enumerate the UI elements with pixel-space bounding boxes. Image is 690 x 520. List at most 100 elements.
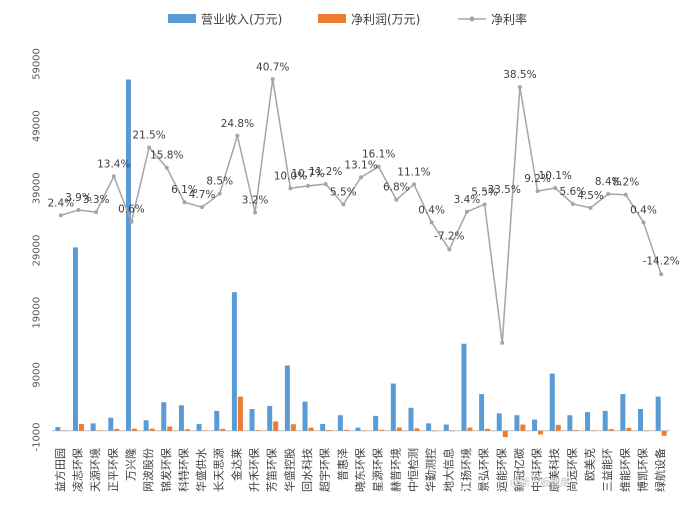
profit-bar: [343, 429, 349, 431]
category-label: 运能环保: [494, 448, 508, 492]
y-tick-label: -1000: [32, 422, 43, 451]
profit-bar: [644, 430, 650, 432]
category-label: 欧美克: [584, 448, 597, 481]
category-label: 江扬环境: [459, 448, 473, 492]
series-revenue-bars: [55, 79, 661, 431]
legend-swatch: [168, 14, 196, 23]
legend-item: 净利率: [458, 12, 527, 27]
profit-bar: [78, 423, 84, 431]
margin-point: [447, 247, 452, 252]
margin-data-label: 2.4%: [47, 197, 74, 209]
legend-swatch: [318, 14, 346, 23]
profit-bar: [149, 428, 155, 431]
revenue-bar: [337, 415, 343, 431]
margin-data-label: 5.6%: [560, 186, 587, 198]
category-label: 华盛控股: [282, 448, 296, 492]
data-labels: 2.4%3.9%3.3%13.4%0.6%21.5%15.8%6.1%4.7%8…: [47, 61, 679, 267]
profit-bar: [61, 430, 67, 432]
legend-marker: [469, 16, 475, 22]
revenue-bar: [479, 394, 485, 431]
margin-data-label: 8.5%: [206, 176, 233, 188]
profit-bar: [396, 427, 402, 431]
y-tick-label: 9000: [32, 362, 43, 387]
margin-point: [270, 77, 275, 82]
profit-bar: [361, 430, 367, 432]
series-margin-line: [58, 77, 664, 345]
profit-bar: [432, 430, 438, 432]
profit-bar: [608, 429, 614, 431]
revenue-bar: [390, 383, 396, 431]
profit-bar: [184, 429, 190, 431]
revenue-bar: [231, 292, 237, 431]
legend-label: 营业收入(万元): [201, 13, 282, 27]
margin-line: [60, 79, 662, 343]
category-label: 升禾环保: [247, 448, 261, 492]
profit-bar: [573, 430, 579, 431]
profit-bar: [96, 430, 102, 431]
revenue-bar: [408, 407, 414, 431]
revenue-bar: [284, 365, 290, 431]
category-label: 尚远环保: [565, 448, 579, 492]
margin-point: [517, 85, 522, 90]
category-label: 凌志环保: [70, 448, 84, 492]
margin-point: [76, 208, 81, 213]
revenue-bar: [249, 409, 255, 431]
y-tick-label: 39000: [32, 172, 43, 204]
margin-data-label: 38.5%: [503, 69, 536, 81]
category-label: 三益能环: [600, 448, 614, 492]
profit-bar: [485, 428, 491, 431]
category-label: 康美科技: [547, 448, 561, 492]
margin-data-label: 11.2%: [309, 166, 342, 178]
margin-point: [641, 220, 646, 225]
category-label: 网波股份: [142, 448, 155, 492]
margin-data-label: 4.7%: [189, 189, 216, 201]
margin-point: [341, 202, 346, 207]
revenue-bar: [55, 427, 61, 431]
category-label: 地大信息: [441, 448, 455, 492]
profit-bar: [255, 430, 261, 431]
margin-point: [482, 202, 487, 207]
category-label: 新冠亿碳: [512, 448, 526, 492]
category-label: 华勤测控: [424, 448, 438, 492]
margin-data-label: 40.7%: [256, 61, 289, 73]
y-tick-label: 49000: [32, 110, 43, 142]
margin-data-label: -14.2%: [643, 255, 680, 267]
margin-data-label: 3.3%: [83, 194, 110, 206]
y-tick-label: 59000: [32, 48, 43, 80]
revenue-bar: [638, 409, 644, 431]
category-label: 回水科技: [300, 448, 314, 492]
category-label: 益方田园: [53, 448, 67, 492]
margin-data-label: 6.8%: [383, 182, 410, 194]
profit-bar: [290, 424, 296, 431]
margin-point: [623, 192, 628, 197]
category-label: 锦发环保: [159, 448, 173, 492]
margin-data-label: 13.4%: [97, 158, 130, 170]
revenue-bar: [443, 424, 449, 431]
margin-point: [235, 133, 240, 138]
margin-data-label: 10.1%: [539, 170, 572, 182]
profit-bar: [591, 430, 597, 432]
revenue-bar: [161, 402, 167, 431]
margin-data-label: 3.2%: [242, 194, 269, 206]
category-label: 星源环保: [371, 448, 385, 492]
legend-item: 营业收入(万元): [168, 13, 282, 27]
revenue-bar: [567, 415, 573, 431]
revenue-bar: [267, 405, 273, 431]
legend-item: 净利润(万元): [318, 13, 420, 27]
category-label: 普惠泽: [335, 448, 349, 481]
revenue-bar: [426, 423, 432, 431]
margin-data-label: 10.7%: [291, 168, 324, 180]
margin-data-label: 10.0%: [274, 170, 307, 182]
y-tick-label: 29000: [32, 235, 43, 267]
margin-point: [164, 165, 169, 170]
margin-data-label: 24.8%: [221, 118, 254, 130]
category-label: 景弘环保: [477, 448, 491, 492]
profit-bar: [220, 428, 226, 431]
category-label: 赫普环境: [388, 448, 402, 492]
margin-point: [411, 182, 416, 187]
category-label: 中科环保: [530, 448, 544, 492]
profit-bar: [414, 428, 420, 431]
revenue-bar: [196, 423, 202, 431]
margin-point: [200, 205, 205, 210]
